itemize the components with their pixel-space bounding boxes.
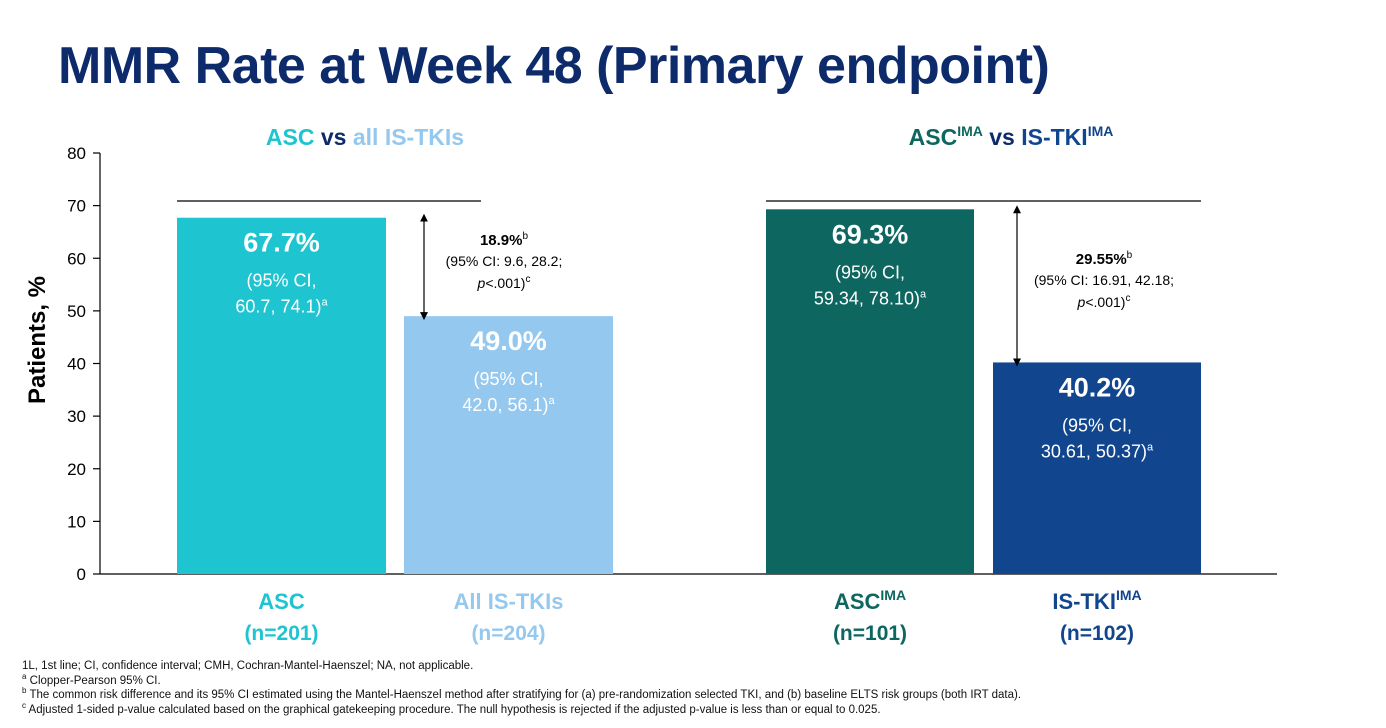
x-category-label: All IS-TKIs — [453, 589, 563, 614]
bar-group: 40.2% (95% CI, 30.61, 50.37)a — [993, 362, 1201, 574]
mmr-bar-chart: 0 10 20 30 40 50 60 70 80 Patients, % ASC vs all I… — [24, 123, 1277, 645]
bar-ci-label: 59.34, 78.10)a — [814, 288, 927, 308]
y-tick-label: 40 — [67, 355, 86, 374]
bar-group: 67.7% (95% CI, 60.7, 74.1)a — [177, 217, 386, 574]
x-category-label: ASC — [258, 589, 305, 614]
bar-ci-label: (95% CI, — [835, 262, 905, 282]
bar — [177, 217, 386, 574]
difference-ci-label: (95% CI: 16.91, 42.18; — [1034, 272, 1174, 288]
x-category-n-label: (n=101) — [833, 622, 907, 645]
y-tick-label: 50 — [67, 302, 86, 321]
bar-ci-label: 30.61, 50.37)a — [1041, 441, 1154, 461]
footnote-a: a Clopper-Pearson 95% CI. — [22, 671, 161, 687]
x-category-label: IS-TKIIMA — [1052, 587, 1141, 614]
footnotes: 1L, 1st line; CI, confidence interval; C… — [22, 659, 1372, 717]
panel-heading: ASCIMA​ vs IS-TKIIMA​ — [909, 123, 1114, 150]
bar-ci-label: (95% CI, — [246, 271, 316, 291]
bar — [993, 362, 1201, 574]
footnote-c: c Adjusted 1-sided p-value calculated ba… — [22, 700, 881, 716]
y-axis-label: Patients, % — [24, 276, 51, 404]
bar-group: 69.3% (95% CI, 59.34, 78.10)a — [766, 209, 974, 574]
bar-ci-label: 60.7, 74.1)a — [235, 297, 328, 317]
bar-value-label: 67.7% — [243, 228, 320, 258]
footnote-b: b The common risk difference and its 95%… — [22, 686, 1022, 701]
difference-value-label: 18.9%b — [480, 231, 529, 249]
difference-p-label: p<.001)c — [1077, 293, 1131, 310]
y-tick-label: 10 — [67, 512, 86, 531]
footnote-abbreviations: 1L, 1st line; CI, confidence interval; C… — [22, 660, 474, 672]
panel-heading: ASC vs all IS-TKIs — [266, 124, 464, 150]
y-tick-label: 0 — [77, 565, 86, 584]
y-tick-label: 30 — [67, 407, 86, 426]
y-tick-label: 80 — [67, 144, 86, 163]
y-tick-label: 70 — [67, 197, 86, 216]
y-tick-label: 20 — [67, 460, 86, 479]
x-category-n-label: (n=201) — [244, 622, 318, 645]
page-title: MMR Rate at Week 48 (Primary endpoint) — [58, 37, 1050, 95]
bar-ci-label: 42.0, 56.1)a — [462, 395, 555, 415]
bar-value-label: 40.2% — [1059, 372, 1136, 402]
bar-value-label: 69.3% — [832, 219, 909, 249]
x-category-label: ASCIMA — [834, 587, 906, 614]
bar-ci-label: (95% CI, — [473, 369, 543, 389]
difference-value-label: 29.55%b — [1076, 250, 1133, 268]
bar-value-label: 49.0% — [470, 326, 547, 356]
bar-group: 49.0% (95% CI, 42.0, 56.1)a — [404, 316, 613, 574]
x-category-n-label: (n=204) — [471, 622, 545, 645]
y-tick-label: 60 — [67, 249, 86, 268]
x-category-n-label: (n=102) — [1060, 622, 1134, 645]
difference-p-label: p<.001)c — [477, 274, 531, 291]
bar-ci-label: (95% CI, — [1062, 415, 1132, 435]
bar — [766, 209, 974, 574]
bar — [404, 316, 613, 574]
difference-ci-label: (95% CI: 9.6, 28.2; — [446, 253, 563, 269]
